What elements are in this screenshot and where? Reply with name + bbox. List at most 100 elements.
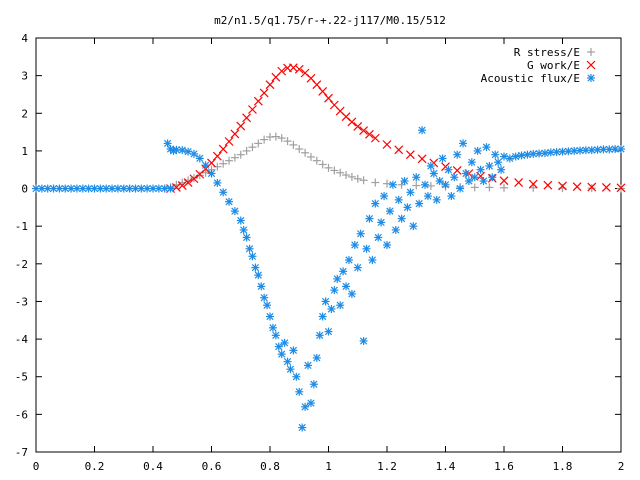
data-point xyxy=(171,182,181,192)
data-point xyxy=(125,184,134,193)
data-point xyxy=(312,156,321,165)
y-tick-label: -4 xyxy=(15,333,29,346)
data-point xyxy=(368,256,377,265)
data-point xyxy=(253,96,263,106)
data-point xyxy=(488,173,497,182)
data-point xyxy=(315,331,324,340)
legend-label: R stress/E xyxy=(514,46,580,59)
data-point xyxy=(288,63,298,73)
data-point xyxy=(318,160,327,169)
data-point xyxy=(260,135,269,144)
data-point xyxy=(441,180,450,189)
data-point xyxy=(511,152,520,161)
data-point xyxy=(391,225,400,234)
data-point xyxy=(177,181,187,190)
data-point xyxy=(274,342,283,351)
data-point xyxy=(499,176,509,186)
data-point xyxy=(236,150,245,159)
data-point xyxy=(353,122,363,131)
x-tick-label: 0 xyxy=(33,460,40,473)
data-point xyxy=(415,199,424,208)
data-point xyxy=(318,312,327,321)
series-0 xyxy=(166,132,625,193)
data-point xyxy=(304,361,313,370)
data-point xyxy=(333,274,342,283)
data-point xyxy=(365,129,374,139)
data-point xyxy=(350,241,359,249)
data-point xyxy=(359,336,368,345)
data-point xyxy=(412,181,421,190)
data-point xyxy=(528,179,538,189)
data-point xyxy=(418,126,427,135)
data-point xyxy=(421,180,430,189)
data-point xyxy=(587,184,596,193)
series-layer xyxy=(32,63,626,432)
data-point xyxy=(254,271,263,280)
x-tick-label: 1.4 xyxy=(436,460,456,473)
data-point xyxy=(500,152,508,161)
y-tick-label: -7 xyxy=(15,446,28,459)
y-tick-label: 3 xyxy=(21,70,28,83)
y-tick-label: -2 xyxy=(15,258,28,271)
data-point xyxy=(371,199,380,208)
data-point xyxy=(312,353,321,362)
data-point xyxy=(248,252,257,261)
data-point xyxy=(324,93,333,103)
data-point xyxy=(353,174,362,183)
x-tick-label: 0.6 xyxy=(202,460,222,473)
chart-title: m2/n1.5/q1.75/r-+.22-j117/M0.15/512 xyxy=(214,14,446,27)
y-tick-label: 4 xyxy=(21,32,28,45)
plot-border xyxy=(35,37,622,453)
data-point xyxy=(601,182,611,192)
data-point xyxy=(263,301,272,310)
legend-marker xyxy=(587,48,595,56)
data-point xyxy=(327,304,336,313)
data-point xyxy=(259,88,269,98)
data-point xyxy=(301,148,310,157)
data-point xyxy=(605,145,614,154)
data-point xyxy=(438,154,447,163)
x-tick-label: 0.2 xyxy=(85,460,105,473)
data-point xyxy=(429,169,438,178)
data-point xyxy=(212,151,222,161)
data-point xyxy=(394,145,404,155)
data-point xyxy=(195,154,204,163)
data-point xyxy=(464,177,473,186)
data-point xyxy=(359,176,368,185)
data-point xyxy=(403,203,412,212)
data-point xyxy=(230,129,240,139)
data-point xyxy=(242,233,251,242)
x-tick-label: 1 xyxy=(325,460,332,473)
data-point xyxy=(265,80,275,90)
data-point xyxy=(286,365,295,374)
data-point xyxy=(266,312,274,321)
data-point xyxy=(388,180,397,189)
x-axis: 0 0.2 0.4 0.6 0.8 1 1.2 1.4 1.6 1.8 2 xyxy=(33,38,624,473)
data-point xyxy=(306,152,315,161)
data-point xyxy=(587,182,597,192)
data-point xyxy=(447,192,456,201)
y-tick-label: 1 xyxy=(21,145,28,158)
data-point xyxy=(347,172,356,181)
x-tick-label: 1.2 xyxy=(377,460,397,473)
data-point xyxy=(374,233,383,242)
data-point xyxy=(225,197,234,206)
data-point xyxy=(426,161,435,170)
data-point xyxy=(505,154,514,163)
data-point xyxy=(347,289,356,298)
data-point xyxy=(342,282,351,291)
data-point xyxy=(529,183,538,192)
data-point xyxy=(292,372,301,381)
data-point xyxy=(224,137,234,146)
x-tick-label: 1.6 xyxy=(494,460,514,473)
data-point xyxy=(479,177,488,186)
data-point xyxy=(301,402,310,411)
x-tick-label: 0.4 xyxy=(143,460,163,473)
data-point xyxy=(219,159,228,168)
data-point xyxy=(324,327,333,336)
data-point xyxy=(55,184,64,193)
data-point xyxy=(494,158,503,167)
legend-marker xyxy=(586,60,596,70)
